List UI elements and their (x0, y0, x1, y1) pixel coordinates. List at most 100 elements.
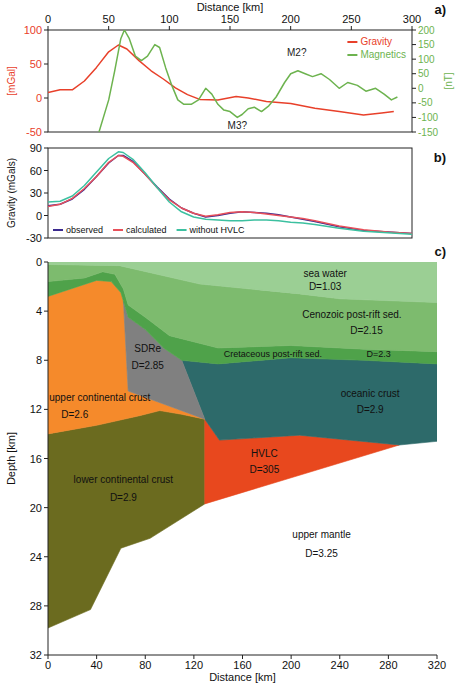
body-label: HVLC (251, 448, 278, 459)
legend-swatch (177, 229, 187, 231)
y-axis-title: [mGal] (6, 66, 17, 96)
y-tick-label: 0 (36, 256, 42, 268)
body-polygon (48, 262, 437, 303)
y-tick-label: 0 (36, 92, 42, 104)
y2-tick-label: 0 (418, 83, 424, 94)
y-tick (44, 64, 48, 65)
y2-tick-label: 150 (418, 39, 435, 50)
body-label: lower continental crust (74, 474, 174, 485)
y-tick (44, 311, 48, 312)
y-tick-label: 16 (30, 453, 42, 465)
series-group (48, 152, 412, 235)
y-tick (44, 262, 48, 263)
y-tick-label: 0 (36, 210, 42, 222)
y2-tick-label: 100 (418, 54, 435, 65)
body-density: D=3.25 (305, 548, 338, 559)
x-axis-title: Distance [km] (209, 671, 276, 683)
x-tick-label: 150 (221, 13, 239, 25)
legend-swatch (113, 229, 123, 231)
x-tick-label: 250 (342, 13, 360, 25)
y2-tick-label: 200 (418, 25, 435, 36)
x-tick (48, 26, 49, 30)
legend-swatch (347, 54, 357, 56)
y-axis-title: Depth [km] (5, 432, 17, 485)
y-tick (44, 409, 48, 410)
y-tick (44, 193, 48, 194)
x-tick-label: 0 (45, 13, 51, 25)
body-label: SDRe (134, 343, 161, 354)
series-line (48, 156, 412, 234)
y-tick (44, 655, 48, 656)
body-label: Cenozoic post-rift sed. (302, 309, 402, 320)
x-tick (230, 26, 231, 30)
y2-tick-label: -50 (418, 97, 433, 108)
y-tick (44, 148, 48, 149)
y-tick (44, 360, 48, 361)
panel-label: c) (434, 244, 446, 259)
y-tick (44, 507, 48, 508)
y-tick-label: 12 (30, 403, 42, 415)
body-label: sea water (303, 268, 347, 279)
y2-tick (412, 44, 416, 45)
annotation: M2? (287, 47, 307, 58)
body-density: D=305 (250, 464, 280, 475)
x-tick (169, 26, 170, 30)
x-tick-label: 100 (160, 13, 178, 25)
body-label: oceanic crust (341, 388, 400, 399)
body-density: D=2.3 (367, 349, 391, 359)
plot-frame (48, 30, 412, 132)
y-tick (44, 30, 48, 31)
series-line (48, 152, 412, 235)
x-tick (108, 26, 109, 30)
y-tick (44, 98, 48, 99)
y-tick-label: 24 (30, 551, 42, 563)
series-line (48, 45, 394, 115)
x-axis-title: Distance [km] (197, 1, 264, 13)
y-tick-label: 90 (30, 142, 42, 154)
x-tick-label: 0 (45, 659, 51, 671)
x-tick-label: 50 (103, 13, 115, 25)
figure: 050100150200250300Distance [km]-50050100… (0, 0, 459, 687)
body-label: Cretaceous post-rift sed. (224, 349, 322, 359)
x-tick-label: 280 (379, 659, 397, 671)
x-tick (412, 26, 413, 30)
plot-frame (48, 148, 412, 238)
series-line (48, 156, 412, 234)
y-tick-label: 20 (30, 502, 42, 514)
y2-tick-label: 50 (418, 68, 430, 79)
legend: observedcalculatedwithout HVLC (53, 225, 245, 235)
legend: GravityMagnetics (347, 36, 406, 60)
x-tick-label: 40 (91, 659, 103, 671)
legend-label: calculated (126, 225, 167, 235)
legend-label: Gravity (360, 36, 392, 47)
y-tick-label: 8 (36, 354, 42, 366)
x-tick (351, 26, 352, 30)
panel-label: a) (434, 2, 446, 17)
body-density: D=1.03 (309, 281, 342, 292)
y-tick-label: 32 (30, 649, 42, 661)
y-tick-label: 4 (36, 305, 42, 317)
y2-tick-label: -100 (418, 112, 438, 123)
y2-tick (412, 132, 416, 133)
annotation: M3? (228, 120, 248, 131)
y-tick-label: 50 (30, 58, 42, 70)
y-tick-label: 100 (24, 24, 42, 36)
y2-tick-label: -150 (418, 127, 438, 138)
x-tick-label: 200 (282, 659, 300, 671)
series-group (48, 30, 397, 132)
legend-swatch (347, 41, 357, 43)
body-density: D=2.85 (131, 360, 164, 371)
x-tick-label: 200 (281, 13, 299, 25)
y-tick (44, 238, 48, 239)
x-tick-label: 80 (139, 659, 151, 671)
y2-tick (412, 88, 416, 89)
y-tick-label: -30 (26, 232, 42, 244)
y-axis-title: Gravity (mGals) (6, 158, 17, 228)
y-tick (44, 458, 48, 459)
x-tick-label: 240 (331, 659, 349, 671)
bodies (48, 262, 437, 655)
y-tick-label: 30 (30, 187, 42, 199)
y-tick-label: 60 (30, 165, 42, 177)
y2-axis-title: [nT] (443, 72, 454, 89)
y2-tick (412, 73, 416, 74)
